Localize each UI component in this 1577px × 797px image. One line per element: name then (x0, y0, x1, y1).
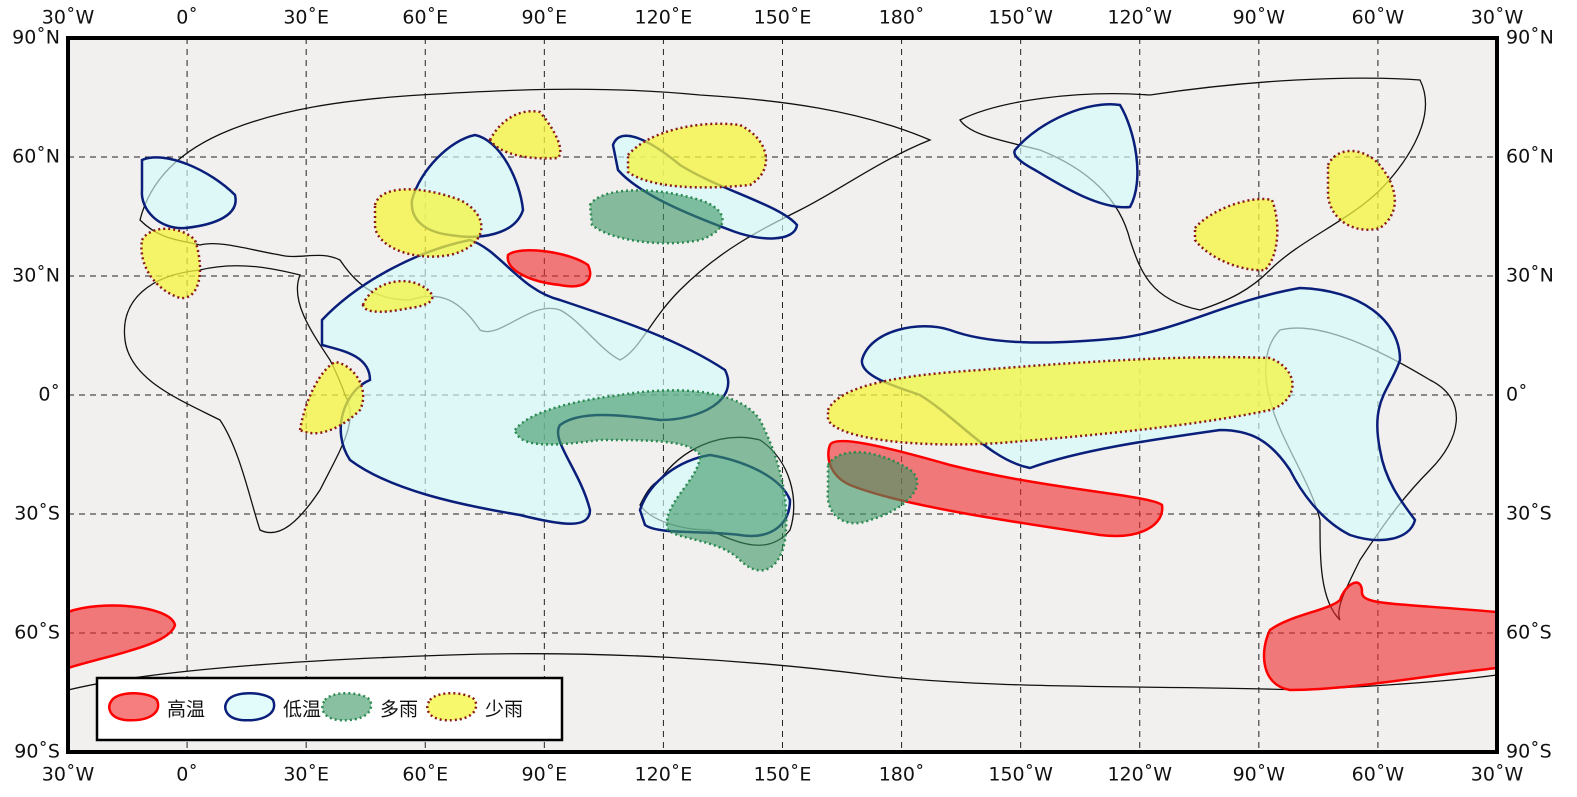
dry-area (826, 355, 1294, 446)
lon-label-bottom: 90˚E (521, 764, 567, 786)
cold-area (1013, 103, 1139, 209)
legend: 高温 低温 多雨 少雨 (95, 676, 564, 742)
lon-label-top: 30˚E (283, 7, 329, 29)
lon-label-top: 120˚E (635, 7, 693, 29)
lon-label-bottom: 30˚W (1471, 764, 1524, 786)
lon-label-bottom: 180˚ (879, 764, 925, 786)
legend-swatch-dry (426, 692, 478, 722)
legend-swatch-wet (321, 692, 373, 722)
lat-label-right: 30˚S (1506, 503, 1552, 525)
cold-area (140, 156, 237, 230)
lon-label-bottom: 0˚ (176, 764, 198, 786)
lon-label-bottom: 150˚W (988, 764, 1053, 786)
lat-label-right: 90˚S (1506, 741, 1552, 763)
lat-label-left: 30˚S (14, 503, 60, 525)
lon-label-top: 60˚W (1352, 7, 1405, 29)
lon-label-bottom: 30˚E (283, 764, 329, 786)
lat-label-right: 60˚S (1506, 622, 1552, 644)
lon-label-top: 60˚E (402, 7, 448, 29)
wet-area (826, 451, 919, 525)
dry-area (373, 188, 483, 258)
lon-label-top: 150˚W (988, 7, 1053, 29)
lon-label-bottom: 60˚W (1352, 764, 1405, 786)
lon-label-top: 120˚W (1107, 7, 1172, 29)
lon-label-top: 90˚W (1233, 7, 1286, 29)
legend-label: 少雨 (485, 699, 523, 721)
hot-area (1262, 581, 1499, 692)
legend-label: 高温 (167, 699, 205, 721)
lon-label-bottom: 120˚E (635, 764, 693, 786)
dry-area (361, 279, 434, 313)
dry-area (488, 110, 562, 160)
lon-label-top: 30˚W (42, 7, 95, 29)
lon-label-bottom: 30˚W (42, 764, 95, 786)
lat-label-right: 90˚N (1506, 27, 1554, 49)
lat-label-right: 30˚N (1506, 265, 1554, 287)
lon-label-bottom: 60˚E (402, 764, 448, 786)
dry-area (298, 360, 365, 435)
legend-label: 低温 (283, 699, 321, 721)
eurasia (139, 88, 932, 361)
lon-label-top: 0˚ (176, 7, 198, 29)
dry-area (626, 122, 768, 189)
lon-label-bottom: 120˚W (1107, 764, 1172, 786)
wet-area (588, 189, 724, 245)
lon-label-top: 30˚W (1471, 7, 1524, 29)
lat-label-left: 90˚N (12, 27, 60, 49)
lat-label-left: 60˚N (12, 146, 60, 168)
lat-label-left: 30˚N (12, 265, 60, 287)
lat-label-right: 0˚ (1506, 384, 1528, 406)
anomaly-areas (66, 103, 1499, 692)
hot-area (66, 604, 177, 670)
lon-label-top: 180˚ (879, 7, 925, 29)
dry-area (1193, 197, 1279, 272)
map-frame (66, 36, 1499, 754)
dry-area (140, 227, 202, 300)
wet-area (513, 389, 788, 572)
lat-label-right: 60˚N (1506, 146, 1554, 168)
lon-label-bottom: 150˚E (754, 764, 812, 786)
lat-label-left: 90˚S (14, 741, 60, 763)
lat-label-left: 0˚ (38, 384, 60, 406)
legend-swatch-hot (108, 692, 160, 722)
legend-label: 多雨 (380, 699, 418, 721)
dry-area (1326, 149, 1397, 231)
lon-label-top: 90˚E (521, 7, 567, 29)
lon-label-bottom: 90˚W (1233, 764, 1286, 786)
lon-label-top: 150˚E (754, 7, 812, 29)
lat-label-left: 60˚S (14, 622, 60, 644)
hot-area (506, 249, 592, 288)
legend-swatch-cold (224, 692, 276, 722)
